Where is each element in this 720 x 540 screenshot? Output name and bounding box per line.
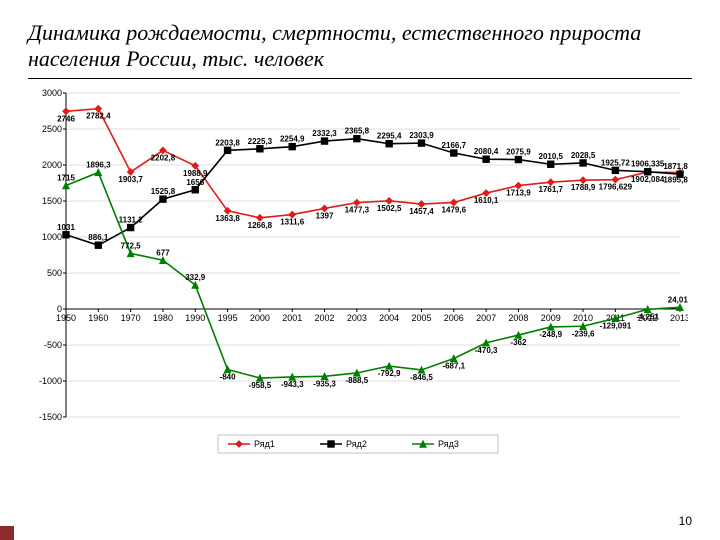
svg-text:1990: 1990 <box>185 313 205 323</box>
svg-text:1796,629: 1796,629 <box>599 183 633 192</box>
svg-text:3000: 3000 <box>42 89 62 98</box>
svg-text:1500: 1500 <box>42 196 62 206</box>
svg-text:1970: 1970 <box>121 313 141 323</box>
svg-text:332,9: 332,9 <box>185 273 206 282</box>
svg-text:-362: -362 <box>510 338 527 347</box>
svg-text:1960: 1960 <box>88 313 108 323</box>
chart-title: Динамика рождаемости, смертности, естест… <box>28 20 692 79</box>
svg-text:1896,3: 1896,3 <box>86 160 111 169</box>
svg-text:1397: 1397 <box>316 211 334 220</box>
svg-text:2013: 2013 <box>670 313 688 323</box>
svg-text:-943,3: -943,3 <box>281 380 304 389</box>
slide-accent <box>0 526 14 540</box>
svg-text:1895,822: 1895,822 <box>663 176 688 185</box>
svg-text:2365,8: 2365,8 <box>345 127 370 136</box>
svg-text:-248,9: -248,9 <box>539 330 562 339</box>
svg-text:2010: 2010 <box>573 313 593 323</box>
svg-text:-1000: -1000 <box>39 376 62 386</box>
svg-text:24,013: 24,013 <box>668 295 688 304</box>
svg-text:2003: 2003 <box>347 313 367 323</box>
svg-text:-129,091: -129,091 <box>600 321 632 330</box>
svg-text:1788,9: 1788,9 <box>571 183 596 192</box>
svg-text:-958,5: -958,5 <box>249 381 272 390</box>
page-number: 10 <box>679 514 692 528</box>
svg-text:-792,9: -792,9 <box>378 369 401 378</box>
svg-text:-888,5: -888,5 <box>345 376 368 385</box>
svg-text:1266,8: 1266,8 <box>248 221 273 230</box>
svg-text:1903,7: 1903,7 <box>118 175 143 184</box>
svg-text:772,5: 772,5 <box>121 241 142 250</box>
svg-text:-840: -840 <box>220 372 237 381</box>
svg-text:-935,3: -935,3 <box>313 379 336 388</box>
svg-text:1871,809: 1871,809 <box>663 162 688 171</box>
svg-text:-470,3: -470,3 <box>475 346 498 355</box>
svg-text:677: 677 <box>156 248 170 257</box>
svg-text:1906,335: 1906,335 <box>631 160 665 169</box>
svg-text:1980: 1980 <box>153 313 173 323</box>
svg-text:1656: 1656 <box>186 178 204 187</box>
svg-text:2002: 2002 <box>315 313 335 323</box>
svg-text:1502,5: 1502,5 <box>377 204 402 213</box>
svg-text:1031: 1031 <box>57 223 75 232</box>
svg-text:1925,72: 1925,72 <box>601 158 630 167</box>
svg-text:-1500: -1500 <box>39 412 62 422</box>
svg-text:2166,7: 2166,7 <box>442 141 467 150</box>
svg-text:1950: 1950 <box>56 313 76 323</box>
svg-text:-239,6: -239,6 <box>572 329 595 338</box>
svg-text:886,1: 886,1 <box>88 233 109 242</box>
svg-text:1761,7: 1761,7 <box>539 185 564 194</box>
svg-text:Ряд2: Ряд2 <box>346 439 367 449</box>
svg-text:2782,4: 2782,4 <box>86 112 111 121</box>
svg-text:1363,8: 1363,8 <box>215 214 240 223</box>
svg-text:2010,5: 2010,5 <box>539 152 564 161</box>
svg-text:1000: 1000 <box>42 232 62 242</box>
svg-text:2008: 2008 <box>508 313 528 323</box>
svg-text:1525,8: 1525,8 <box>151 187 176 196</box>
svg-text:2005: 2005 <box>411 313 431 323</box>
svg-text:2332,3: 2332,3 <box>312 129 337 138</box>
svg-text:1131,2: 1131,2 <box>119 216 144 225</box>
svg-text:2075,9: 2075,9 <box>506 148 531 157</box>
svg-text:-500: -500 <box>44 340 62 350</box>
svg-text:1311,6: 1311,6 <box>280 218 305 227</box>
svg-text:Ряд1: Ряд1 <box>254 439 275 449</box>
svg-text:1477,3: 1477,3 <box>345 206 370 215</box>
svg-text:2500: 2500 <box>42 124 62 134</box>
svg-text:2006: 2006 <box>444 313 464 323</box>
svg-text:-4,251: -4,251 <box>636 312 659 321</box>
line-chart: -1500-1000-50005001000150020002500300019… <box>28 89 688 459</box>
svg-text:2028,5: 2028,5 <box>571 151 596 160</box>
svg-text:1715: 1715 <box>57 174 75 183</box>
svg-text:2080,4: 2080,4 <box>474 147 499 156</box>
svg-text:Ряд3: Ряд3 <box>438 439 459 449</box>
svg-text:1713,9: 1713,9 <box>506 189 531 198</box>
svg-text:2303,9: 2303,9 <box>409 131 434 140</box>
svg-text:2225,3: 2225,3 <box>248 137 273 146</box>
svg-text:1457,4: 1457,4 <box>409 207 434 216</box>
svg-text:2000: 2000 <box>250 313 270 323</box>
svg-text:1902,084: 1902,084 <box>631 175 665 184</box>
svg-text:1479,6: 1479,6 <box>442 205 467 214</box>
svg-text:-846,5: -846,5 <box>410 373 433 382</box>
svg-text:2202,8: 2202,8 <box>151 153 176 162</box>
chart-svg: -1500-1000-50005001000150020002500300019… <box>28 89 688 459</box>
svg-text:2203,8: 2203,8 <box>215 138 240 147</box>
svg-text:2009: 2009 <box>541 313 561 323</box>
svg-text:2254,9: 2254,9 <box>280 135 305 144</box>
svg-text:2001: 2001 <box>282 313 302 323</box>
svg-text:1995: 1995 <box>218 313 238 323</box>
svg-text:2004: 2004 <box>379 313 399 323</box>
svg-text:-687,1: -687,1 <box>442 361 465 370</box>
svg-text:1988,9: 1988,9 <box>183 169 208 178</box>
svg-text:2000: 2000 <box>42 160 62 170</box>
svg-text:1610,1: 1610,1 <box>474 196 499 205</box>
svg-text:2746: 2746 <box>57 114 75 123</box>
svg-text:2295,4: 2295,4 <box>377 132 402 141</box>
svg-text:500: 500 <box>47 268 62 278</box>
svg-text:2007: 2007 <box>476 313 496 323</box>
